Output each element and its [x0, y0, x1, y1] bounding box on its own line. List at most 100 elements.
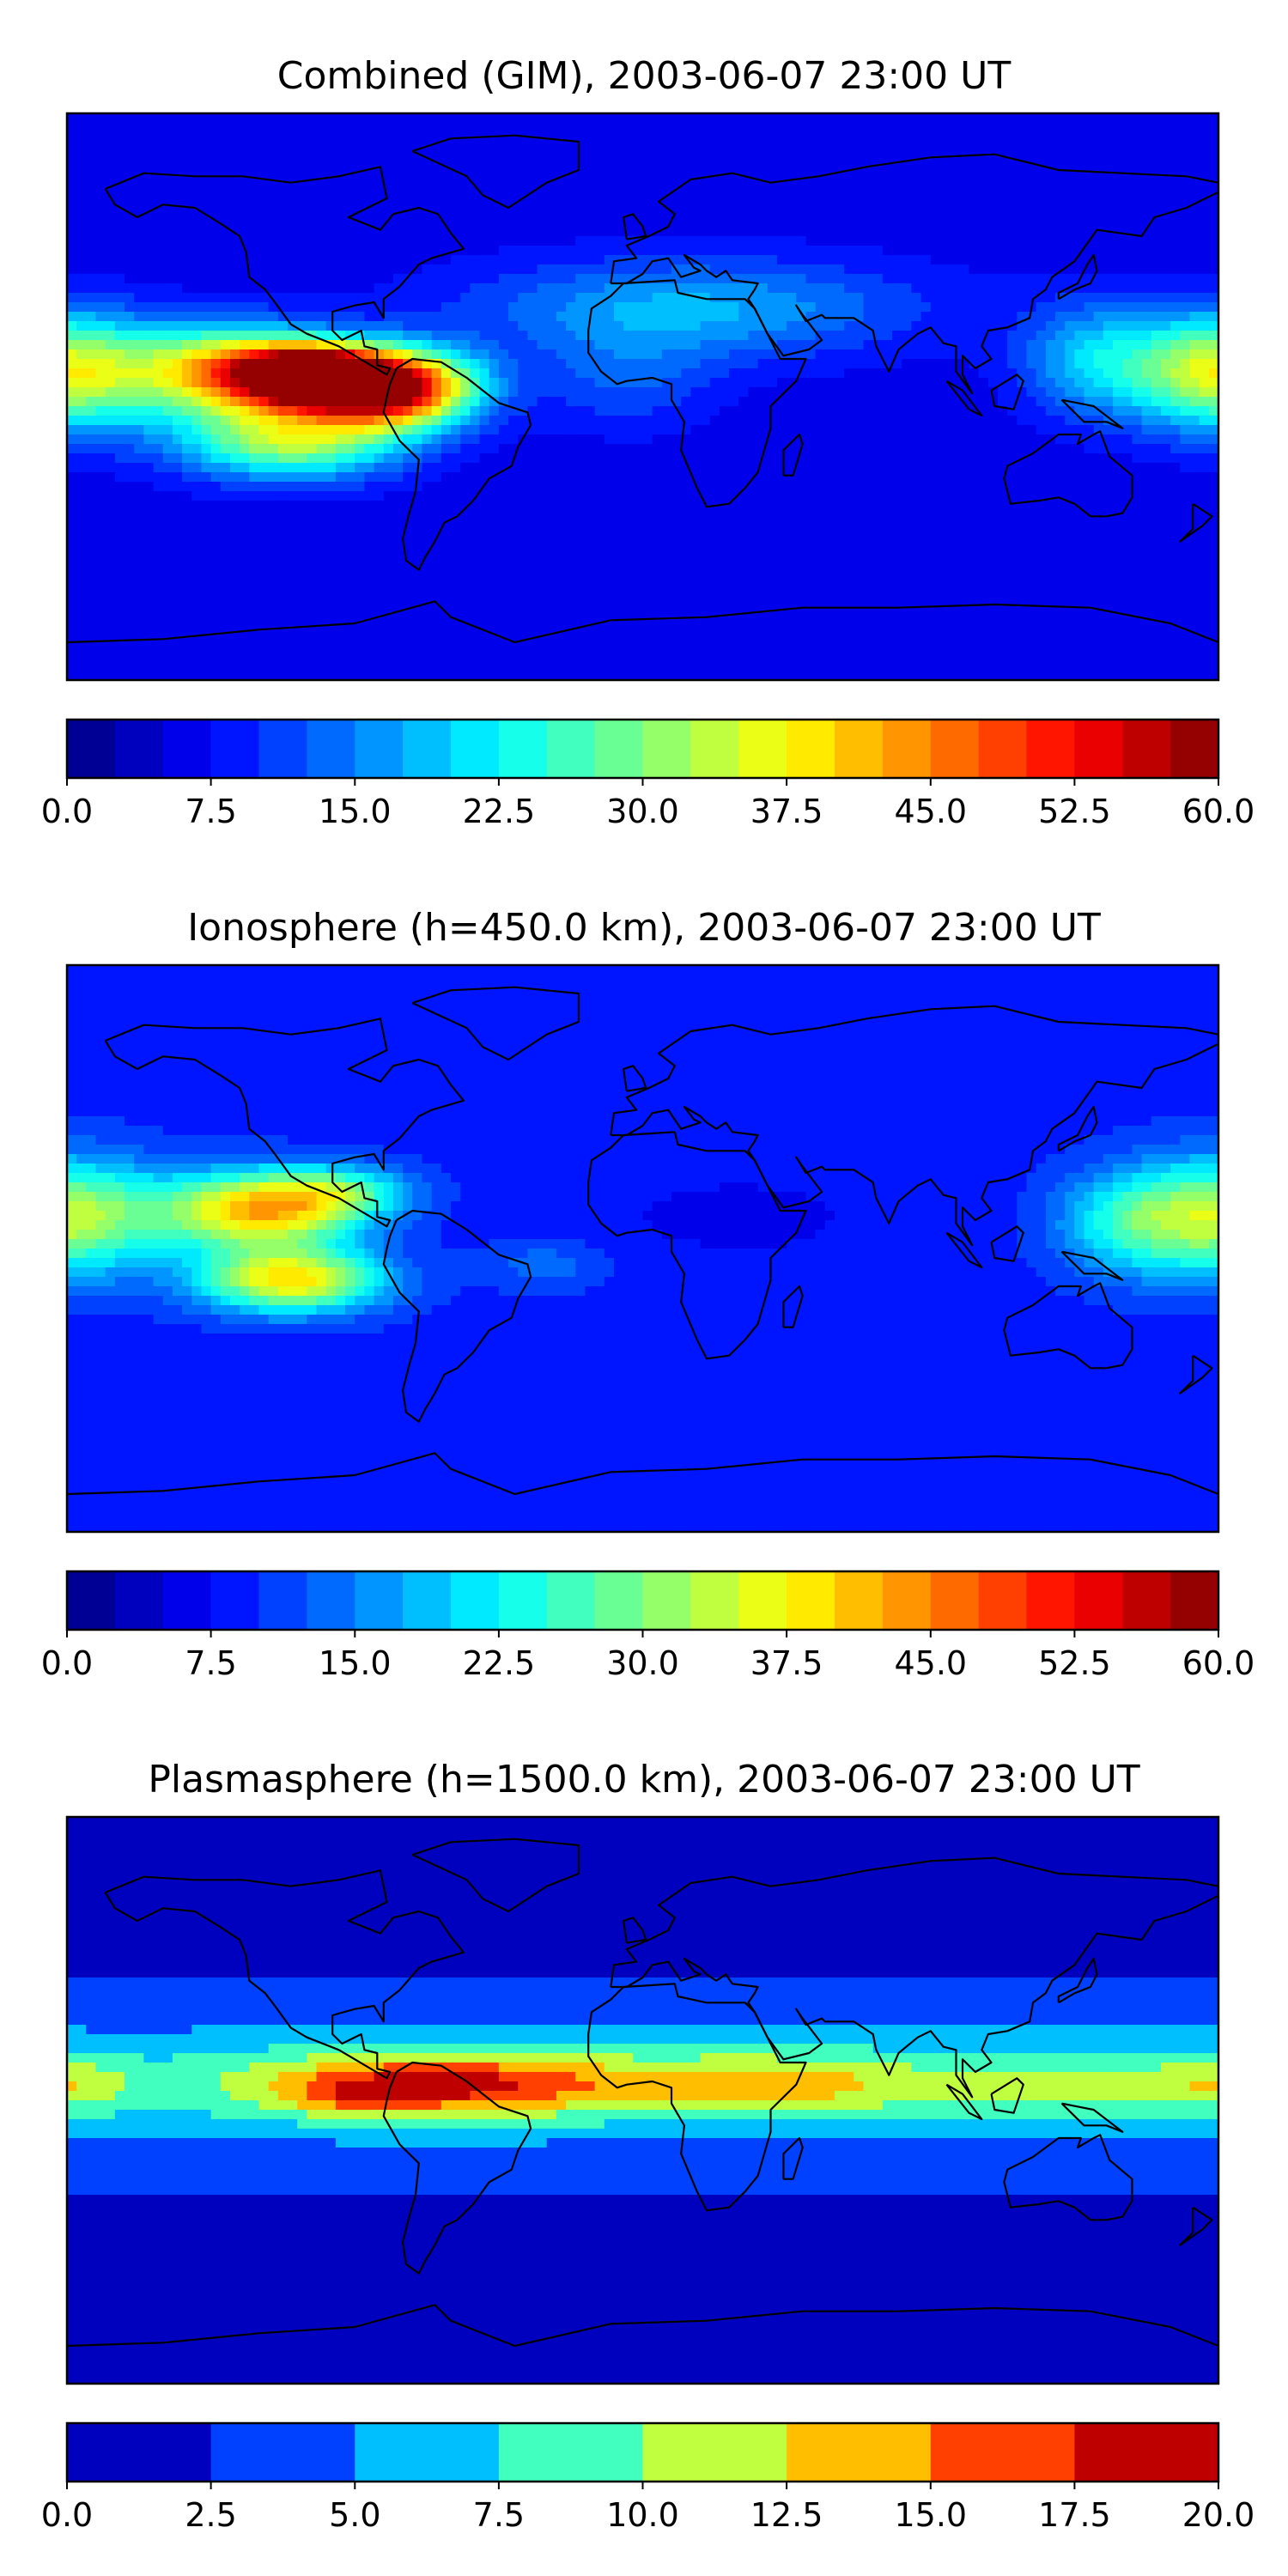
field-cell	[114, 463, 125, 473]
field-cell	[182, 331, 192, 341]
field-cell	[134, 425, 145, 435]
field-cell	[1151, 264, 1162, 275]
field-cell	[978, 340, 989, 350]
field-cell	[67, 302, 77, 313]
field-cell	[518, 283, 529, 294]
field-cell	[959, 283, 970, 294]
field-cell	[172, 132, 183, 143]
field-cell	[229, 397, 240, 407]
field-cell	[787, 151, 797, 161]
field-cell	[1151, 198, 1162, 209]
field-cell	[460, 198, 471, 209]
field-cell	[383, 179, 394, 190]
field-cell	[114, 331, 125, 341]
field-cell	[355, 397, 366, 407]
field-cell	[939, 293, 951, 303]
field-cell	[930, 227, 941, 237]
field-cell	[383, 359, 394, 369]
field-cell	[451, 359, 461, 369]
field-cell	[229, 387, 240, 398]
field-cell	[738, 198, 750, 209]
field-cell	[288, 501, 298, 511]
field-cell	[776, 491, 787, 501]
field-cell	[440, 331, 452, 341]
field-cell	[220, 208, 231, 218]
field-cell	[1208, 349, 1218, 360]
field-cell	[392, 217, 404, 228]
field-cell	[95, 434, 106, 445]
field-cell	[307, 208, 318, 218]
field-cell	[748, 340, 759, 350]
field-cell	[575, 321, 586, 331]
field-cell	[1017, 217, 1028, 228]
field-cell	[153, 312, 164, 322]
field-cell	[882, 255, 893, 265]
field-cell	[1132, 151, 1143, 161]
field-cell	[431, 472, 442, 483]
field-cell	[240, 472, 250, 483]
field-cell	[498, 217, 509, 228]
field-cell	[1113, 246, 1123, 256]
field-cell	[652, 359, 663, 369]
field-cell	[153, 368, 164, 379]
field-cell	[700, 151, 711, 161]
field-cell	[537, 217, 548, 228]
field-cell	[882, 293, 893, 303]
field-cell	[355, 387, 366, 398]
field-cell	[575, 444, 586, 454]
field-cell	[431, 425, 442, 435]
field-cell	[268, 208, 279, 218]
field-cell	[787, 161, 797, 171]
field-cell	[489, 198, 500, 209]
field-cell	[345, 179, 355, 190]
field-cell	[451, 293, 461, 303]
field-cell	[613, 142, 624, 152]
field-cell	[220, 236, 231, 246]
field-cell	[815, 472, 826, 483]
field-cell	[76, 246, 87, 256]
field-cell	[345, 387, 355, 398]
field-cell	[220, 161, 231, 171]
field-cell	[1151, 274, 1162, 284]
field-cell	[470, 198, 481, 209]
field-cell	[537, 482, 548, 492]
field-cell	[201, 434, 212, 445]
field-cell	[787, 179, 797, 190]
field-cell	[546, 123, 557, 133]
field-cell	[1093, 331, 1104, 341]
field-cell	[757, 227, 769, 237]
field-cell	[854, 189, 865, 199]
field-cell	[642, 387, 653, 398]
field-cell	[681, 189, 691, 199]
field-cell	[67, 208, 77, 218]
field-cell	[1132, 472, 1143, 483]
field-cell	[364, 491, 375, 501]
field-cell	[335, 255, 346, 265]
field-cell	[969, 264, 980, 275]
field-cell	[527, 349, 538, 360]
field-cell	[805, 359, 817, 369]
field-cell	[1160, 425, 1171, 435]
field-cell	[297, 425, 307, 435]
field-cell	[1093, 274, 1104, 284]
field-cell	[498, 340, 509, 350]
field-cell	[623, 161, 634, 171]
field-cell	[987, 472, 999, 483]
field-cell	[546, 274, 557, 284]
field-cell	[114, 472, 125, 483]
field-cell	[633, 463, 644, 473]
field-cell	[143, 434, 155, 445]
field-cell	[345, 274, 355, 284]
field-cell	[902, 349, 912, 360]
field-cell	[709, 434, 720, 445]
field-cell	[86, 312, 97, 322]
field-cell	[355, 472, 366, 483]
field-cell	[824, 331, 835, 341]
field-cell	[307, 416, 318, 426]
field-cell	[258, 142, 270, 152]
field-cell	[950, 434, 960, 445]
field-cell	[978, 444, 989, 454]
field-cell	[210, 368, 222, 379]
field-cell	[872, 142, 884, 152]
field-cell	[470, 416, 481, 426]
